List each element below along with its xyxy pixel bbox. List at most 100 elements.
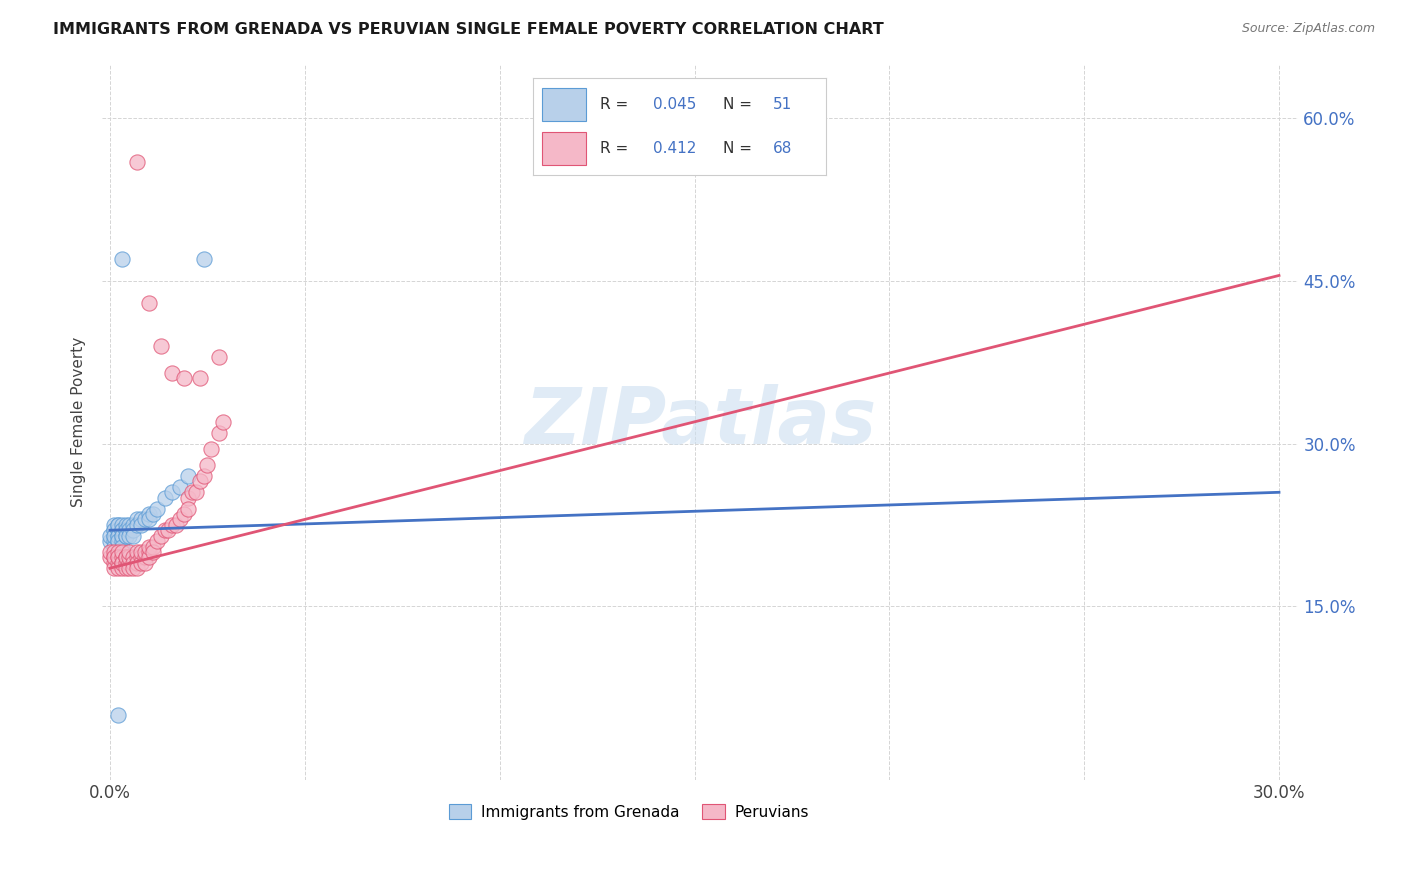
- Point: [114, 517, 136, 532]
- Point: [111, 529, 134, 543]
- Text: Source: ZipAtlas.com: Source: ZipAtlas.com: [1241, 22, 1375, 36]
- Point: [138, 540, 160, 554]
- Point: [129, 512, 152, 526]
- Point: [149, 339, 172, 353]
- Point: [103, 556, 125, 570]
- Point: [103, 517, 125, 532]
- Point: [118, 545, 141, 559]
- Point: [114, 556, 136, 570]
- Point: [138, 512, 160, 526]
- Point: [111, 252, 134, 267]
- Point: [103, 540, 125, 554]
- Point: [145, 501, 167, 516]
- Point: [180, 485, 202, 500]
- Point: [129, 550, 152, 565]
- Point: [103, 561, 125, 575]
- Point: [162, 366, 184, 380]
- Point: [162, 485, 184, 500]
- Point: [134, 550, 156, 565]
- Point: [142, 540, 165, 554]
- Point: [107, 517, 129, 532]
- Point: [134, 545, 156, 559]
- Point: [127, 154, 149, 169]
- Point: [188, 475, 211, 489]
- Point: [127, 512, 149, 526]
- Point: [149, 529, 172, 543]
- Legend: Immigrants from Grenada, Peruvians: Immigrants from Grenada, Peruvians: [443, 797, 814, 826]
- Point: [103, 529, 125, 543]
- Point: [212, 415, 235, 429]
- Point: [103, 523, 125, 537]
- Point: [134, 556, 156, 570]
- Point: [114, 529, 136, 543]
- Point: [107, 556, 129, 570]
- Point: [118, 556, 141, 570]
- Point: [111, 523, 134, 537]
- Point: [107, 550, 129, 565]
- Point: [114, 550, 136, 565]
- Point: [114, 561, 136, 575]
- Point: [142, 545, 165, 559]
- Point: [153, 523, 176, 537]
- Point: [118, 550, 141, 565]
- Point: [118, 517, 141, 532]
- Point: [169, 512, 191, 526]
- Point: [127, 550, 149, 565]
- Point: [138, 550, 160, 565]
- Point: [111, 561, 134, 575]
- Point: [177, 491, 200, 505]
- Point: [122, 550, 145, 565]
- Point: [145, 534, 167, 549]
- Point: [107, 550, 129, 565]
- Point: [118, 523, 141, 537]
- Point: [184, 485, 207, 500]
- Point: [114, 529, 136, 543]
- Point: [129, 545, 152, 559]
- Point: [138, 545, 160, 559]
- Point: [153, 491, 176, 505]
- Point: [114, 523, 136, 537]
- Point: [107, 545, 129, 559]
- Point: [134, 512, 156, 526]
- Point: [103, 529, 125, 543]
- Point: [127, 545, 149, 559]
- Point: [122, 523, 145, 537]
- Point: [103, 534, 125, 549]
- Point: [177, 469, 200, 483]
- Point: [111, 556, 134, 570]
- Point: [98, 529, 121, 543]
- Point: [107, 523, 129, 537]
- Point: [107, 523, 129, 537]
- Point: [111, 545, 134, 559]
- Point: [107, 561, 129, 575]
- Point: [103, 545, 125, 559]
- Point: [188, 371, 211, 385]
- Point: [122, 517, 145, 532]
- Point: [197, 458, 219, 473]
- Point: [193, 252, 215, 267]
- Point: [208, 425, 231, 440]
- Point: [173, 371, 195, 385]
- Point: [114, 523, 136, 537]
- Point: [129, 517, 152, 532]
- Point: [127, 561, 149, 575]
- Point: [122, 561, 145, 575]
- Point: [107, 529, 129, 543]
- Point: [200, 442, 222, 456]
- Point: [111, 517, 134, 532]
- Point: [193, 469, 215, 483]
- Point: [98, 534, 121, 549]
- Point: [162, 517, 184, 532]
- Point: [111, 534, 134, 549]
- Point: [98, 545, 121, 559]
- Point: [107, 707, 129, 722]
- Point: [173, 507, 195, 521]
- Point: [127, 556, 149, 570]
- Point: [122, 529, 145, 543]
- Point: [111, 550, 134, 565]
- Point: [118, 561, 141, 575]
- Text: ZIPatlas: ZIPatlas: [524, 384, 876, 460]
- Point: [165, 517, 187, 532]
- Point: [103, 523, 125, 537]
- Point: [138, 295, 160, 310]
